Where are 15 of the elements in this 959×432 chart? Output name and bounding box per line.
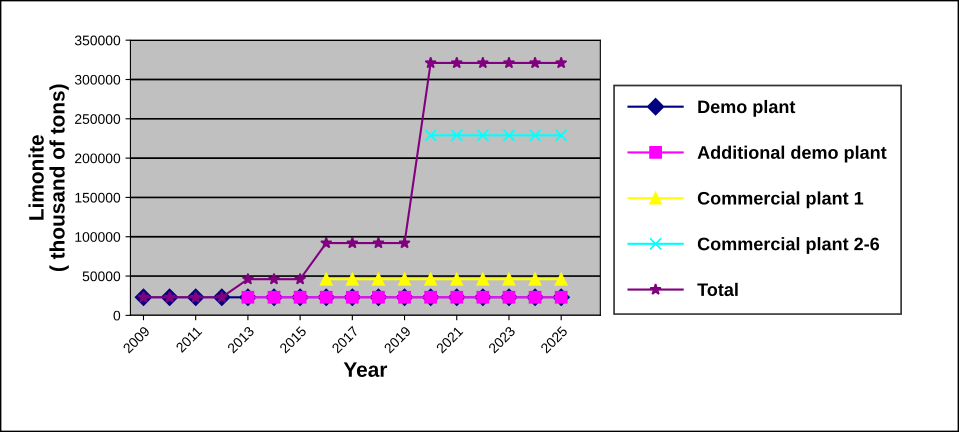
y-tick-label: 0: [114, 310, 120, 321]
y-tick-label: 350000: [74, 36, 120, 46]
legend-label: Total: [697, 282, 738, 296]
y-tick-label: 300000: [74, 74, 120, 85]
legend-label: Demo plant: [698, 100, 796, 117]
y-tick-label: 100000: [75, 232, 120, 242]
y-tick-label: 50000: [82, 271, 120, 282]
y-tick-label: 200000: [75, 153, 120, 164]
x-axis-title: Year: [344, 362, 388, 377]
legend-label: Commercial plant 2-6: [698, 237, 880, 254]
y-tick-label: 250000: [75, 114, 120, 124]
legend-label: Commercial plant 1: [698, 191, 864, 208]
y-tick-label: 150000: [75, 192, 120, 203]
legend-label: Additional demo plant: [698, 146, 886, 162]
y-axis-title: Limonite ( thousand of tons): [28, 84, 69, 272]
